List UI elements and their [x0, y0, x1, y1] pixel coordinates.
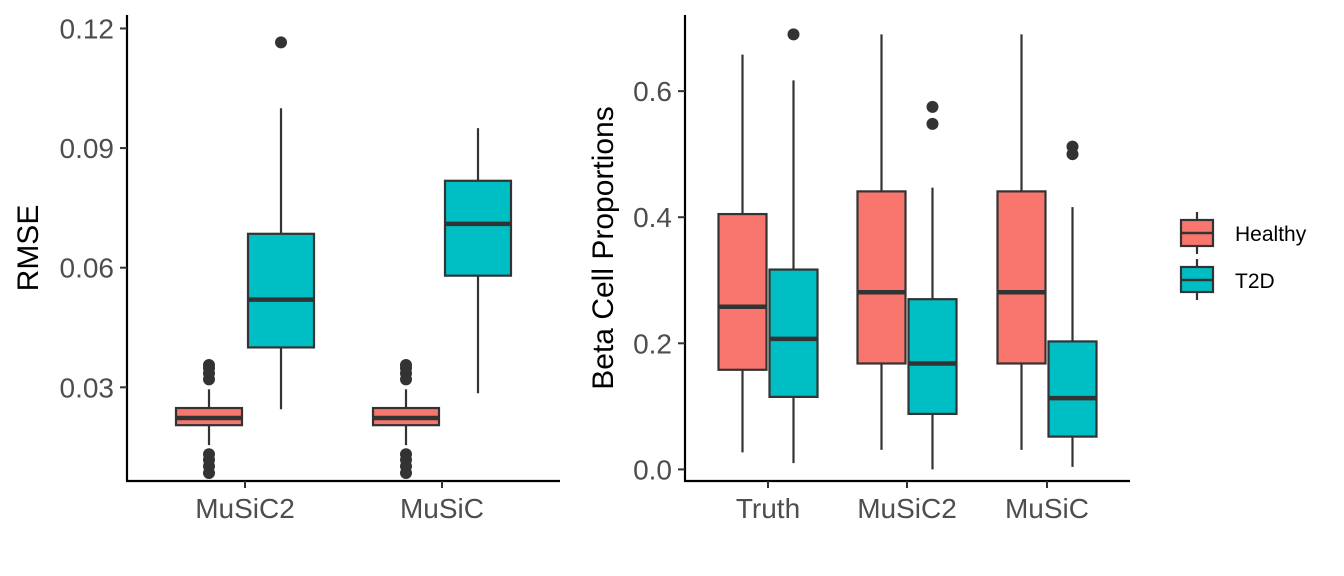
box-healthy-truth	[717, 54, 768, 453]
y-tick-label: 0.2	[633, 328, 672, 359]
outlier-point	[400, 358, 412, 371]
outlier-point	[203, 358, 215, 371]
x-tick-label: Truth	[736, 493, 800, 524]
beta-y-ticks: 0.0 0.2 0.4 0.6	[633, 76, 685, 485]
box-iqr	[443, 179, 513, 277]
box-iqr	[768, 268, 819, 398]
legend-label-t2d: T2D	[1235, 270, 1275, 293]
box-t2d-music	[1047, 140, 1098, 467]
y-tick-label: 0.06	[60, 253, 115, 284]
box-t2d-truth	[768, 28, 819, 464]
box-t2d-music2	[246, 36, 316, 410]
box-t2d-music	[443, 128, 513, 394]
rmse-y-axis-title: RMSE	[12, 205, 45, 292]
outlier-point	[1066, 140, 1079, 153]
beta-x-ticks: Truth MuSiC2 MuSiC	[736, 481, 1089, 524]
box-iqr	[907, 298, 958, 416]
beta-boxes	[717, 28, 1098, 470]
y-tick-label: 0.03	[60, 372, 115, 403]
legend: Healthy T2D	[1179, 212, 1307, 300]
x-tick-label: MuSiC2	[857, 493, 957, 524]
y-tick-label: 0.09	[60, 133, 115, 164]
y-tick-label: 0.4	[633, 202, 672, 233]
outlier-point	[926, 100, 939, 113]
box-iqr	[856, 190, 907, 365]
rmse-panel: 0.03 0.06 0.09 0.12 MuSiC2 MuSiC RMSE	[12, 13, 560, 524]
legend-key-t2d	[1179, 259, 1215, 300]
box-iqr	[717, 212, 768, 371]
beta-y-axis-title: Beta Cell Proportions	[587, 106, 620, 389]
legend-label-healthy: Healthy	[1235, 223, 1307, 246]
box-healthy-music2	[174, 358, 244, 480]
rmse-x-ticks: MuSiC2 MuSiC	[195, 481, 484, 524]
x-tick-label: MuSiC	[400, 493, 484, 524]
box-t2d-music2	[907, 100, 958, 470]
rmse-y-ticks: 0.03 0.06 0.09 0.12	[60, 13, 127, 403]
box-iqr	[1047, 340, 1098, 438]
legend-key-healthy	[1179, 212, 1215, 254]
outlier-point	[275, 36, 287, 49]
box-iqr	[996, 190, 1047, 365]
outlier-point	[926, 117, 939, 130]
x-tick-label: MuSiC	[1005, 493, 1089, 524]
box-healthy-music	[996, 34, 1047, 450]
box-healthy-music	[371, 358, 441, 480]
y-tick-label: 0.6	[633, 76, 672, 107]
y-tick-label: 0.0	[633, 454, 672, 485]
outlier-point	[400, 448, 412, 461]
beta-panel: 0.0 0.2 0.4 0.6 Truth MuSiC2 MuSiC Beta Cell …	[587, 15, 1130, 524]
outlier-point	[787, 28, 800, 41]
box-healthy-music2	[856, 34, 907, 450]
box-iqr	[246, 232, 316, 349]
y-tick-label: 0.12	[60, 13, 115, 44]
outlier-point	[203, 448, 215, 461]
rmse-boxes	[174, 36, 513, 480]
x-tick-label: MuSiC2	[195, 493, 295, 524]
